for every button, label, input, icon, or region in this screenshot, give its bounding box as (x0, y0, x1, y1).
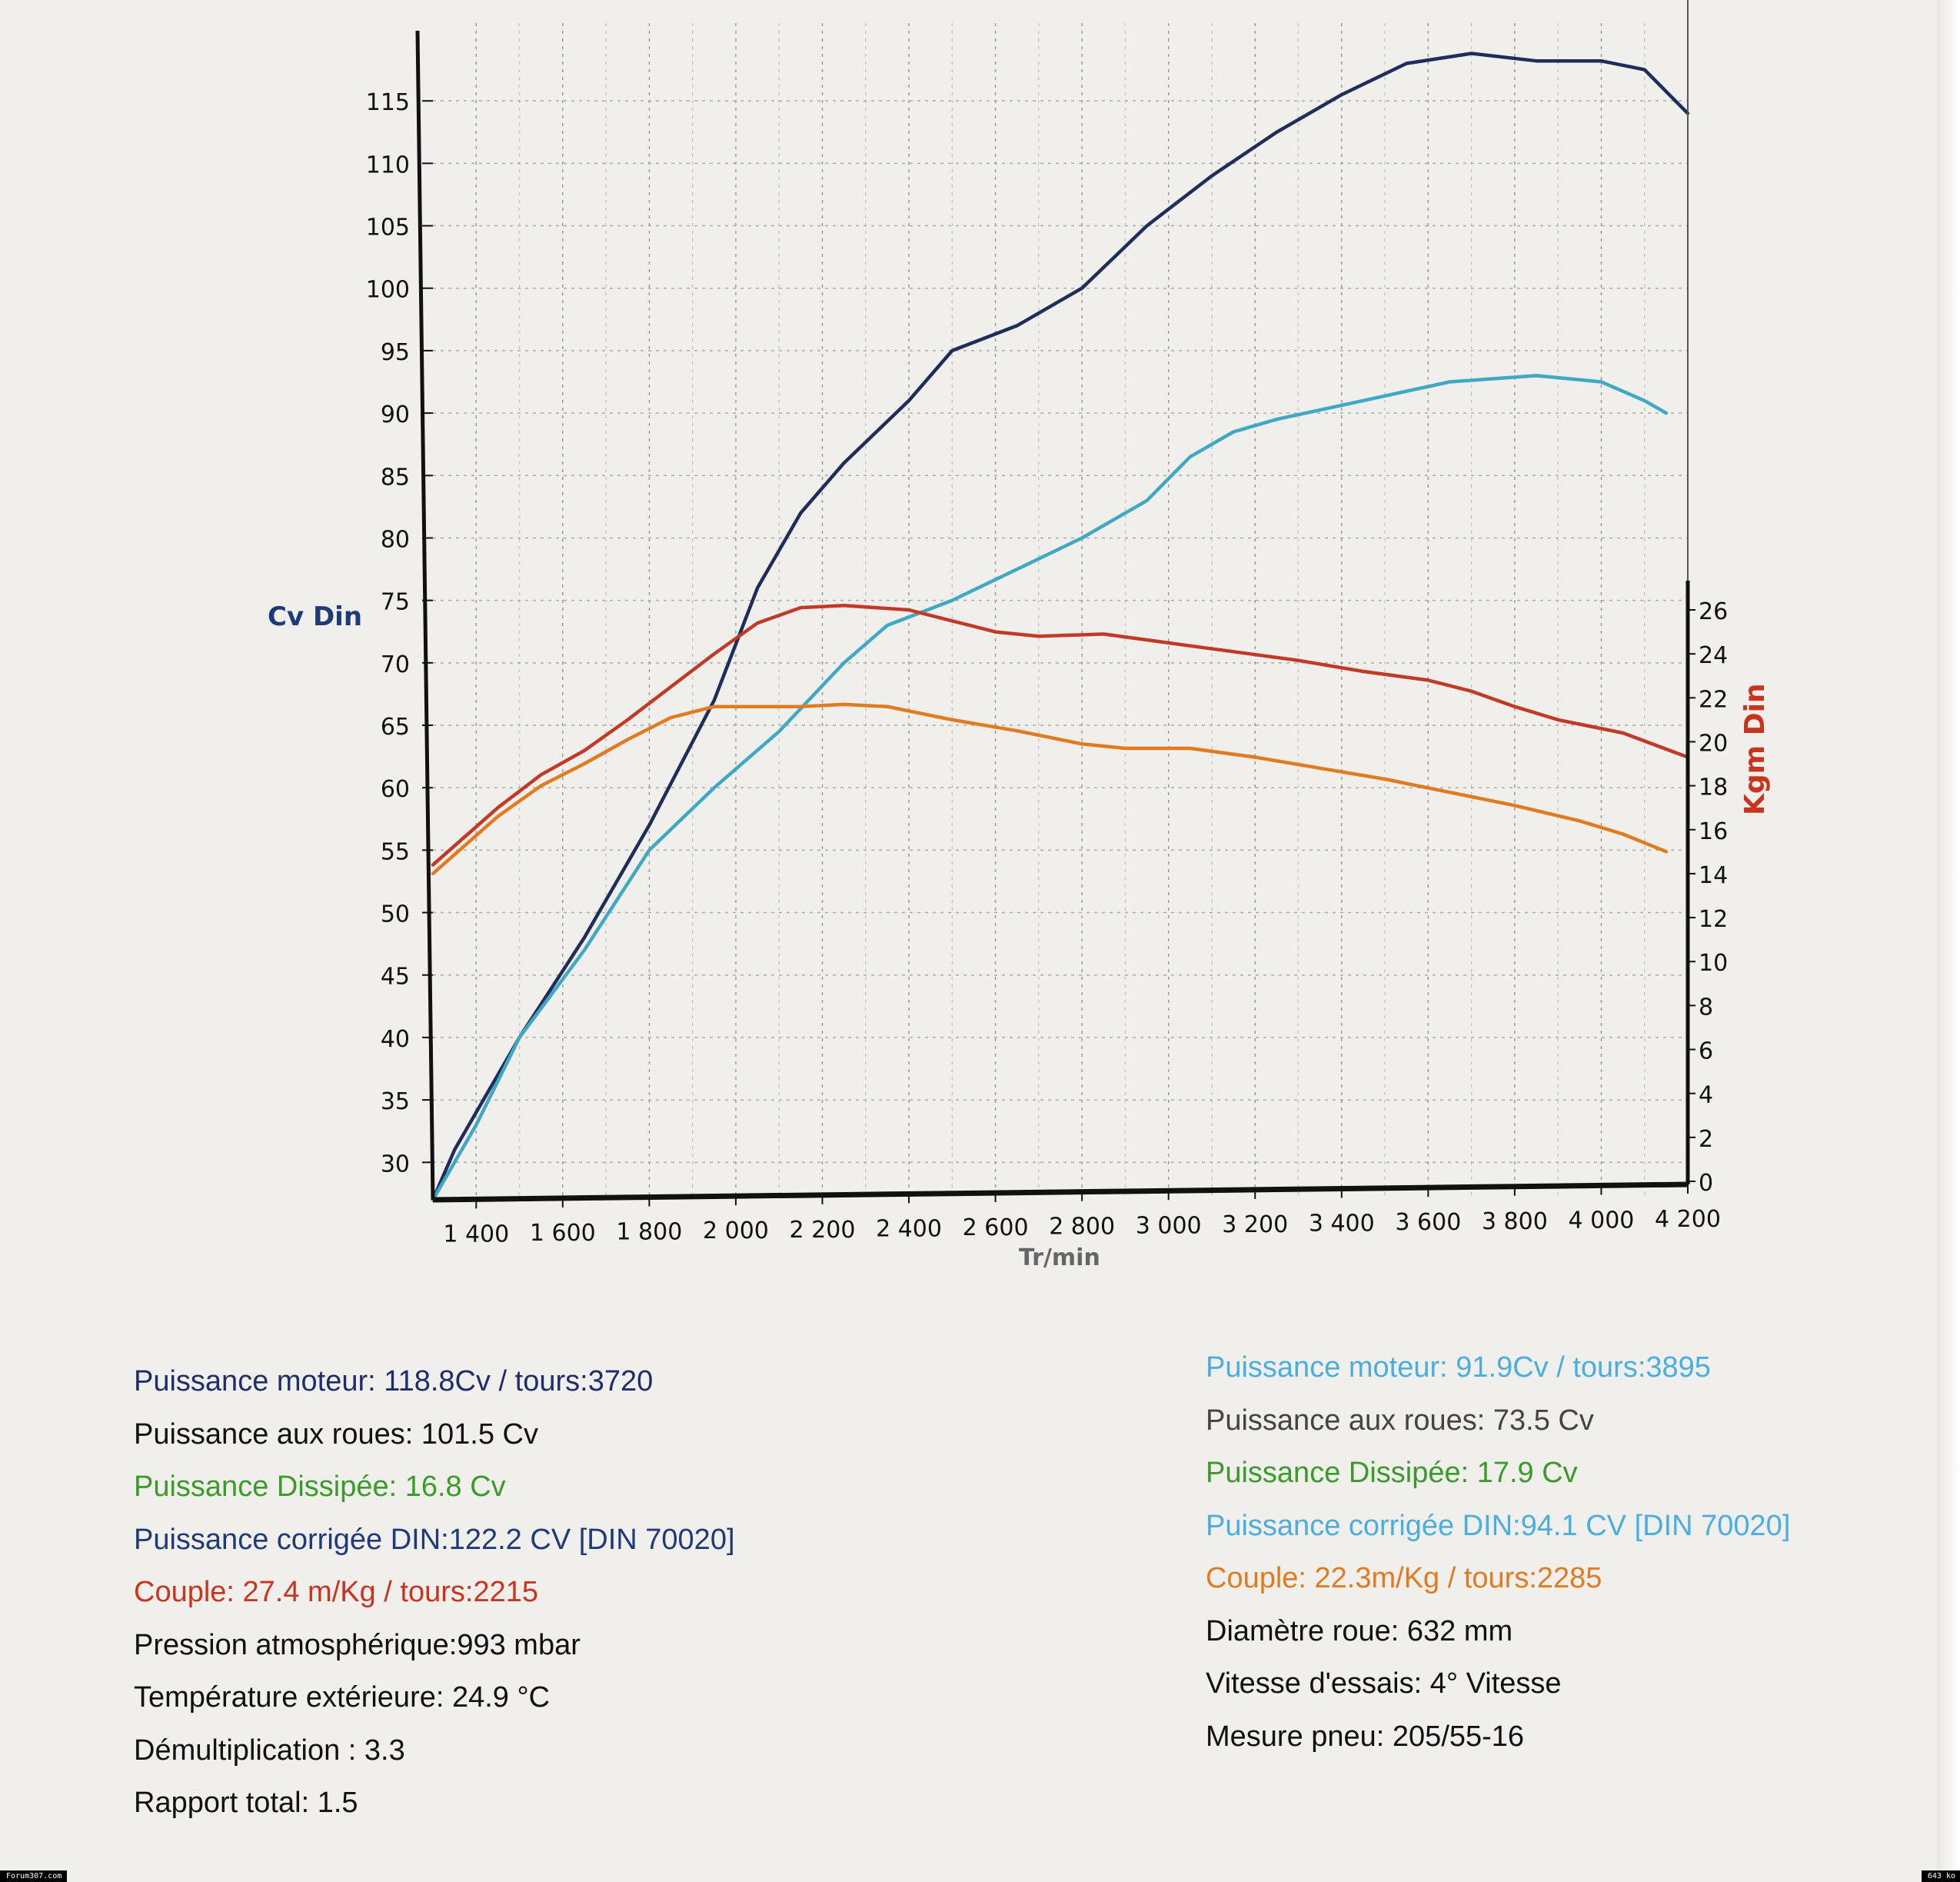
y-right-tick-label: 26 (1699, 598, 1728, 625)
x-tick-label: 2 800 (1049, 1214, 1115, 1241)
x-tick-label: 3 800 (1482, 1208, 1548, 1235)
x-tick-label: 2 400 (876, 1215, 942, 1242)
y-left-tick-label: 115 (366, 89, 410, 116)
stat-line: Puissance corrigée DIN:94.1 CV [DIN 7002… (1206, 1509, 1791, 1542)
x-axis (432, 1181, 1689, 1203)
series-couple-aux-roues (431, 702, 1669, 876)
tick-labels: 3035404550556065707580859095100105110115… (366, 89, 1728, 1247)
y-right-tick-label: 22 (1699, 686, 1728, 713)
y-right-tick-label: 16 (1699, 818, 1728, 845)
stat-line: Diamètre roue: 632 mm (1206, 1614, 1513, 1647)
y-left-tick-label: 40 (381, 1026, 410, 1053)
y-left-tick-label: 30 (381, 1151, 410, 1177)
x-tick-label: 3 600 (1395, 1209, 1461, 1236)
x-tick-label: 1 800 (616, 1219, 682, 1246)
y-left-tick-label: 50 (381, 901, 410, 928)
y-left-tick-label: 60 (381, 776, 410, 803)
curves (431, 52, 1690, 1202)
y-left-tick-label: 105 (366, 215, 410, 241)
x-tick-label: 2 200 (790, 1217, 856, 1244)
series-puissance-moteur (431, 52, 1690, 1202)
y-left-tick-label: 35 (381, 1088, 410, 1115)
y-right-tick-label: 10 (1699, 950, 1728, 977)
y-left-tick-label: 85 (381, 464, 410, 491)
x-tick-label: 3 200 (1222, 1211, 1288, 1238)
stat-line: Pression atmosphérique:993 mbar (134, 1628, 581, 1661)
x-tick-label: 1 400 (443, 1221, 509, 1247)
stat-line: Puissance moteur: 91.9Cv / tours:3895 (1206, 1351, 1711, 1384)
grid (433, 23, 1688, 1200)
stat-line: Puissance moteur: 118.8Cv / tours:3720 (134, 1365, 654, 1397)
x-tick-label: 4 000 (1569, 1207, 1635, 1234)
y-axis-right-title: Kgm Din (1739, 683, 1771, 815)
x-tick-label: 2 600 (963, 1214, 1029, 1241)
y-axis-left-title: Cv Din (268, 601, 363, 632)
y-axis-left (415, 30, 435, 1201)
y-right-tick-label: 6 (1699, 1038, 1713, 1065)
y-right-tick-label: 20 (1699, 730, 1728, 757)
y-right-tick-label: 2 (1699, 1126, 1713, 1153)
y-right-tick-label: 8 (1699, 994, 1713, 1021)
stat-line: Mesure pneu: 205/55-16 (1206, 1720, 1525, 1753)
page-edge (1937, 0, 1960, 1870)
y-right-tick-label: 12 (1699, 906, 1728, 933)
y-left-tick-label: 80 (381, 526, 410, 553)
footer-site-label: Forum307.com (0, 1870, 67, 1882)
axes (415, 0, 1690, 1203)
dyno-chart: 3035404550556065707580859095100105110115… (366, 0, 1728, 1247)
y-left-tick-label: 75 (381, 589, 410, 616)
y-left-tick-label: 95 (381, 339, 410, 366)
y-left-tick-label: 110 (366, 152, 410, 178)
y-left-tick-label: 70 (381, 651, 410, 678)
stat-line: Couple: 27.4 m/Kg / tours:2215 (134, 1576, 538, 1608)
stat-line: Puissance Dissipée: 16.8 Cv (134, 1471, 506, 1503)
y-right-tick-label: 14 (1699, 862, 1728, 889)
stat-line: Couple: 22.3m/Kg / tours:2285 (1206, 1562, 1602, 1594)
stat-line: Démultiplication : 3.3 (134, 1734, 405, 1767)
x-tick-label: 2 000 (703, 1217, 769, 1244)
y-left-tick-label: 45 (381, 964, 410, 991)
x-tick-label: 3 000 (1136, 1212, 1202, 1239)
y-right-tick-label: 0 (1699, 1170, 1713, 1197)
stat-line: Puissance corrigée DIN:122.2 CV [DIN 700… (134, 1523, 735, 1556)
y-left-tick-label: 55 (381, 838, 410, 865)
series-puissance-aux-roues (431, 374, 1669, 1202)
stats-right-panel: Puissance moteur: 91.9Cv / tours:3895 Pui… (1206, 1341, 1790, 1763)
series-couple-moteur (431, 604, 1690, 867)
footer-size-label: 643 ko (1922, 1870, 1960, 1882)
y-right-tick-label: 4 (1699, 1082, 1713, 1109)
y-left-tick-label: 90 (381, 401, 410, 428)
stat-line: Rapport total: 1.5 (134, 1787, 358, 1819)
y-right-tick-label: 24 (1699, 642, 1728, 669)
stat-line: Température extérieure: 24.9 °C (134, 1681, 551, 1714)
stat-line: Puissance aux roues: 101.5 Cv (134, 1417, 538, 1451)
stat-line: Puissance Dissipée: 17.9 Cv (1206, 1457, 1578, 1489)
y-right-tick-label: 18 (1699, 774, 1728, 801)
stat-line: Vitesse d'essais: 4° Vitesse (1206, 1667, 1562, 1700)
stats-left-panel: Puissance moteur: 118.8Cv / tours:3720 Pu… (134, 1355, 735, 1830)
y-left-tick-label: 100 (366, 277, 410, 304)
stat-line: Puissance aux roues: 73.5 Cv (1206, 1404, 1594, 1437)
x-tick-label: 4 200 (1655, 1206, 1721, 1233)
x-tick-label: 1 600 (530, 1220, 596, 1247)
x-tick-label: 3 400 (1309, 1211, 1375, 1237)
y-left-tick-label: 65 (381, 714, 410, 741)
x-axis-title: Tr/min (1019, 1244, 1100, 1271)
